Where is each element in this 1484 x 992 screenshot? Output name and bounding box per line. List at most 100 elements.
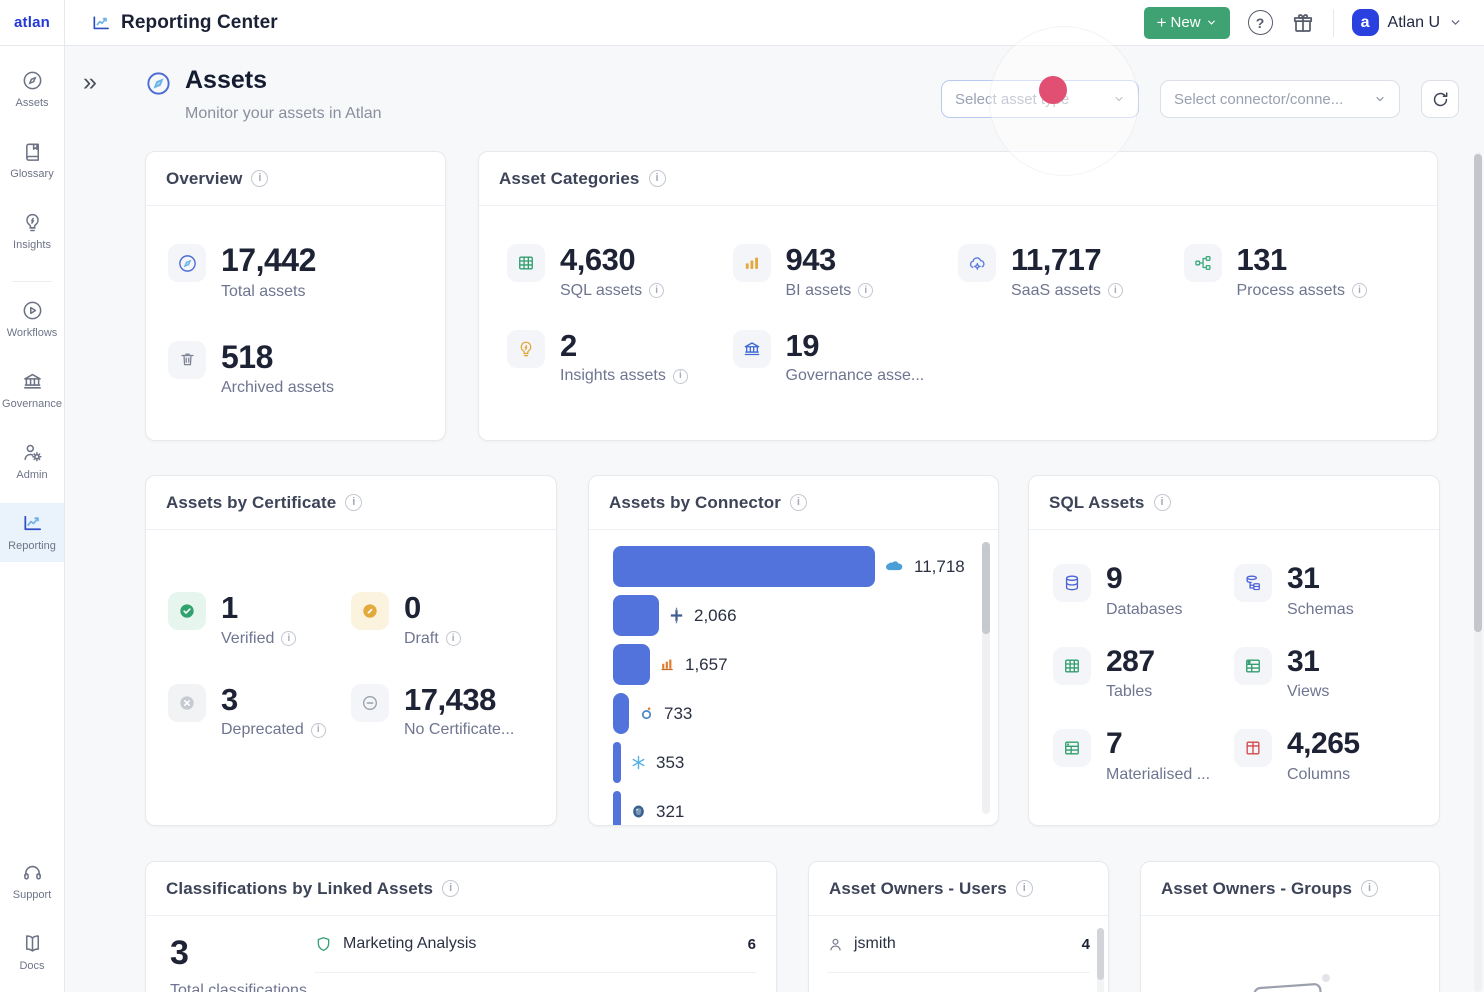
stat-label: Total assets — [221, 282, 306, 300]
no-certificate-icon — [351, 683, 389, 722]
sidebar-item-glossary[interactable]: Glossary — [0, 131, 64, 190]
stat-label: SaaS assets — [1011, 281, 1101, 299]
info-icon[interactable]: i — [1153, 494, 1171, 511]
connector-scrollbar-thumb[interactable] — [982, 542, 990, 634]
bar-tableau[interactable] — [613, 595, 659, 636]
classification-name: Marketing Analysis — [343, 935, 477, 952]
stat-value: 3 — [221, 681, 238, 717]
stat-sql-assets: 4,630 SQL assets i — [507, 244, 733, 300]
sidebar-item-insights[interactable]: Insights — [0, 202, 64, 261]
info-icon[interactable]: i — [442, 880, 460, 897]
stat-label: SQL assets — [560, 281, 643, 299]
column-icon — [1234, 729, 1272, 768]
empty-state-illustration — [1141, 916, 1439, 992]
refresh-icon — [1433, 91, 1447, 106]
stat-label: Databases — [1106, 600, 1183, 618]
user-icon — [830, 938, 841, 950]
info-icon[interactable]: i — [1361, 880, 1379, 897]
stat-process-assets: 131 Process assets i — [1183, 244, 1410, 300]
sidebar-item-docs[interactable]: Docs — [0, 923, 64, 982]
gift-icon[interactable] — [1291, 11, 1315, 35]
bar-looker[interactable] — [613, 693, 629, 734]
bar-redshift[interactable] — [613, 644, 650, 685]
stat-value: 31 — [1287, 562, 1320, 595]
stat-label: Columns — [1287, 765, 1351, 783]
sidebar-item-governance[interactable]: Governance — [0, 361, 64, 420]
atlan-logo[interactable]: atlan — [0, 0, 65, 45]
stat-insights-assets: 2 Insights assets i — [507, 329, 733, 386]
stat-label: Governance asse... — [785, 367, 925, 385]
trash-icon — [168, 340, 206, 379]
stat-schemas: 31 Schemas — [1234, 562, 1415, 619]
info-icon[interactable]: i — [648, 170, 666, 187]
sidebar-item-assets[interactable]: Assets — [0, 60, 64, 119]
info-icon[interactable]: i — [1015, 880, 1033, 897]
bar-salesforce[interactable] — [613, 546, 875, 587]
info-icon[interactable]: i — [789, 494, 807, 511]
bar-row-postgres: 321 — [613, 791, 982, 825]
stat-materialised-views: 7 Materialised ... — [1053, 729, 1234, 784]
collapse-sidebar-icon[interactable]: » — [83, 68, 97, 96]
info-icon[interactable]: i — [345, 494, 363, 511]
page-header: Assets Monitor your assets in Atlan — [145, 68, 382, 123]
bank-icon — [732, 329, 771, 368]
owners-users-list: jsmith 4 — [809, 916, 1108, 992]
info-icon[interactable]: i — [1351, 283, 1367, 299]
users-scrollbar-thumb[interactable] — [1097, 928, 1104, 980]
info-icon[interactable]: i — [1107, 283, 1123, 299]
lightbulb-icon — [507, 329, 545, 368]
page-scrollbar-thumb[interactable] — [1474, 154, 1482, 632]
bar-row-redshift: 1,657 — [613, 644, 982, 685]
bar-snowflake[interactable] — [613, 742, 621, 783]
sidebar-item-support[interactable]: Support — [0, 852, 64, 911]
sidebar-item-workflows[interactable]: Workflows — [0, 290, 64, 349]
classifications-total: 3 Total classifications — [146, 916, 314, 992]
asset-type-placeholder: Select asset type — [955, 90, 1070, 108]
card-title: SQL Assets — [1049, 492, 1145, 512]
snowflake-icon — [630, 754, 647, 771]
sidebar-item-reporting[interactable]: Reporting — [0, 503, 64, 562]
stat-label: Tables — [1106, 683, 1153, 701]
help-icon[interactable]: ? — [1247, 10, 1273, 35]
play-circle-icon — [23, 301, 41, 320]
owners-users-card: Asset Owners - Users i jsmith 4 — [808, 861, 1109, 992]
info-icon[interactable]: i — [445, 631, 461, 647]
info-icon[interactable]: i — [672, 368, 688, 384]
postgres-icon — [630, 803, 647, 820]
lightbulb-icon — [25, 213, 39, 232]
info-icon[interactable]: i — [251, 170, 269, 187]
user-menu[interactable]: a Atlan U — [1351, 9, 1462, 36]
stat-label: Views — [1287, 683, 1330, 701]
card-title: Asset Owners - Groups — [1161, 878, 1353, 898]
classifications-list: Marketing Analysis 6 — [314, 916, 776, 992]
shield-icon — [317, 936, 330, 951]
bar-postgres[interactable] — [613, 791, 621, 825]
classification-count: 6 — [747, 935, 756, 953]
stat-value: 17,438 — [404, 681, 496, 717]
sidebar-item-admin[interactable]: Admin — [0, 432, 64, 491]
bar-row-snowflake: 353 — [613, 742, 982, 783]
table-icon — [1053, 646, 1091, 685]
bar-chart-icon — [732, 244, 771, 282]
asset-type-select[interactable]: Select asset type — [941, 80, 1139, 118]
card-title: Asset Categories — [499, 168, 640, 188]
new-button[interactable]: + New — [1143, 6, 1230, 39]
classification-row[interactable]: Marketing Analysis 6 — [314, 916, 756, 973]
info-icon[interactable]: i — [858, 283, 874, 299]
connector-select[interactable]: Select connector/conne... — [1160, 80, 1400, 118]
page-app-title: Reporting Center — [121, 11, 278, 33]
line-chart-icon — [91, 13, 111, 33]
info-icon[interactable]: i — [281, 631, 297, 647]
process-network-icon — [1183, 244, 1222, 282]
info-icon[interactable]: i — [310, 722, 326, 738]
chevron-down-icon — [1376, 96, 1384, 102]
sql-assets-card: SQL Assets i 9 Databases — [1028, 475, 1440, 826]
owner-user-row[interactable]: jsmith 4 — [827, 916, 1090, 973]
page-subtitle: Monitor your assets in Atlan — [185, 105, 382, 122]
refresh-button[interactable] — [1421, 80, 1459, 118]
card-title: Assets by Connector — [609, 492, 781, 512]
card-title: Overview — [166, 168, 243, 188]
stat-verified: 1 Verified i — [168, 592, 351, 648]
info-icon[interactable]: i — [649, 283, 665, 299]
user-avatar: a — [1351, 9, 1379, 36]
